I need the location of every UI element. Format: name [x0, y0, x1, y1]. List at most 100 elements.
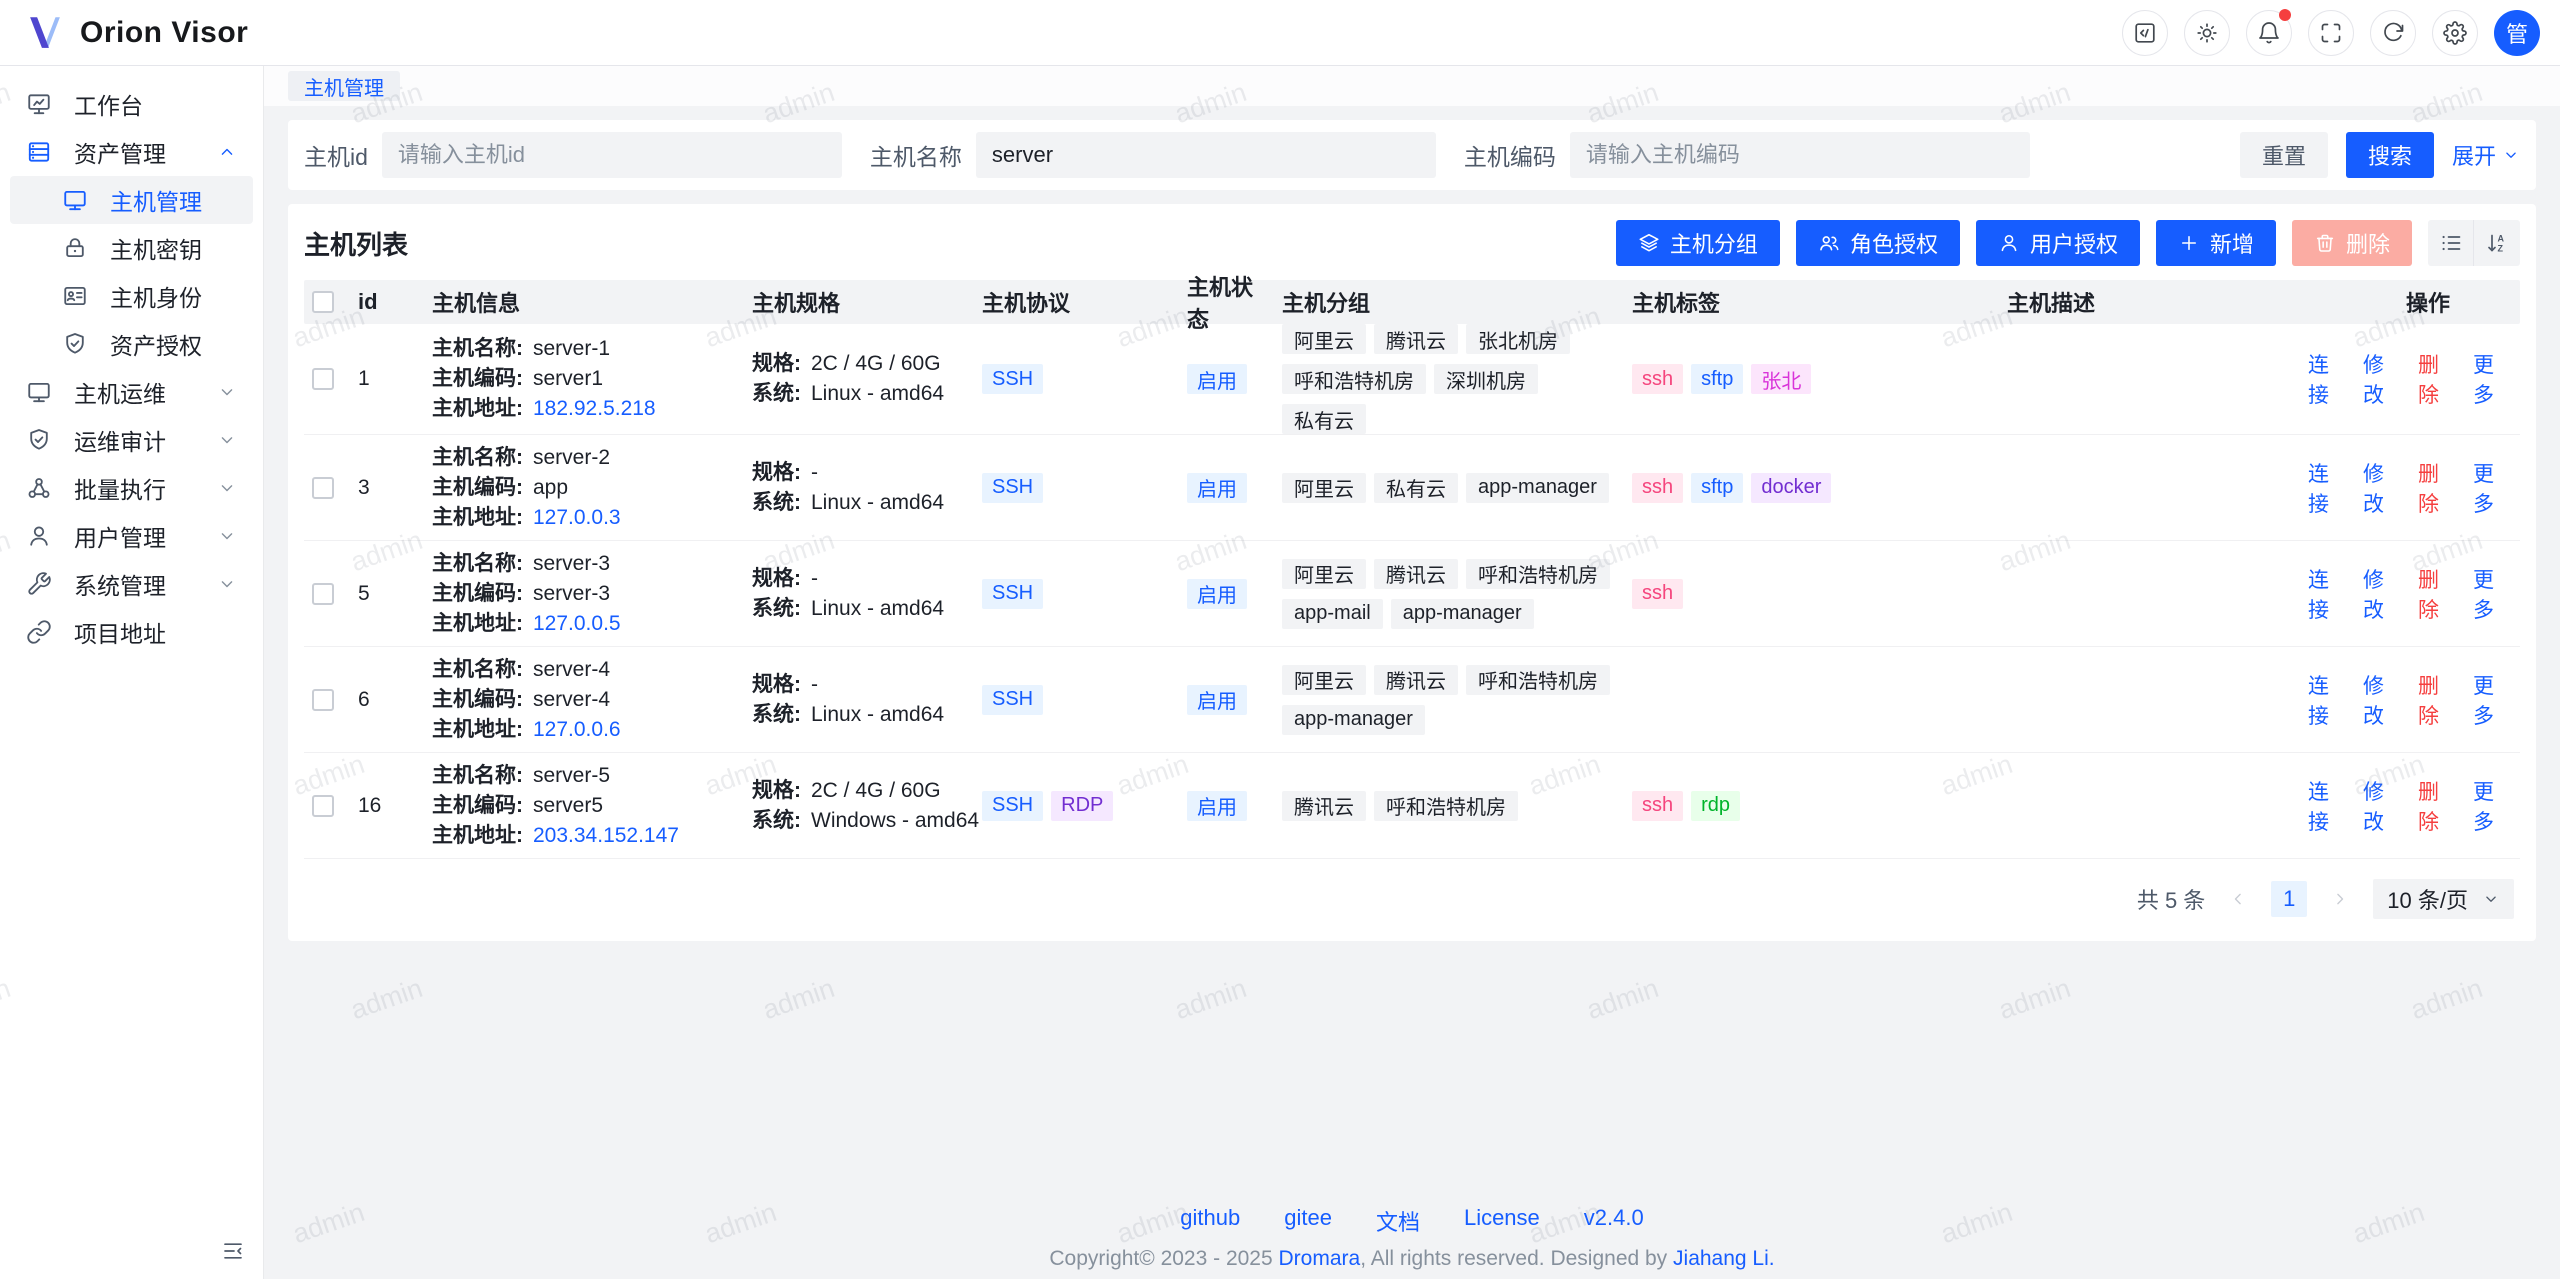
row-action-connect[interactable]: 连接	[2308, 462, 2329, 516]
search-input-host-code[interactable]	[1569, 132, 2030, 178]
tab-host-management[interactable]: 主机管理	[288, 71, 400, 101]
host-address-link[interactable]: 203.34.152.147	[533, 823, 679, 847]
sidebar-item-system-management[interactable]: 系统管理	[10, 560, 253, 608]
sidebar-item-host-identity[interactable]: 主机身份	[10, 272, 253, 320]
row-action-more[interactable]: 更多	[2473, 568, 2494, 622]
sidebar-item-host-ops[interactable]: 主机运维	[10, 368, 253, 416]
host-name: server-2	[533, 445, 611, 469]
settings-button[interactable]	[2432, 9, 2478, 56]
host-address-link[interactable]: 127.0.0.3	[533, 505, 621, 529]
sidebar-item-workbench[interactable]: 工作台	[10, 80, 253, 128]
row-action-connect[interactable]: 连接	[2308, 674, 2329, 728]
sidebar-item-asset-authorization[interactable]: 资产授权	[10, 320, 253, 368]
group-tag: app-manager	[1390, 598, 1534, 629]
row-action-delete[interactable]: 删除	[2418, 780, 2439, 834]
row-action-delete[interactable]: 删除	[2418, 462, 2439, 516]
reset-button[interactable]: 重置	[2239, 132, 2328, 178]
notifications-button[interactable]	[2246, 8, 2292, 56]
fullscreen-button[interactable]	[2308, 9, 2354, 56]
row-checkbox[interactable]	[312, 582, 334, 605]
group-tag: 腾讯云	[1282, 790, 1366, 821]
theme-toggle-button[interactable]	[2184, 9, 2230, 56]
sidebar-item-project-url[interactable]: 项目地址	[10, 608, 253, 656]
cell-tags: ssh sftp 张北	[1624, 364, 1999, 394]
sidebar-item-asset-management[interactable]: 资产管理	[10, 128, 253, 176]
cell-id: 5	[358, 581, 370, 605]
host-address-link[interactable]: 182.92.5.218	[533, 397, 656, 420]
cell-actions: 连接 修改 删除 更多	[2300, 776, 2520, 836]
dromara-link[interactable]: Dromara	[1278, 1247, 1361, 1270]
chevron-down-icon	[217, 382, 237, 402]
add-button[interactable]: 新增	[2155, 220, 2276, 266]
cell-tags: ssh sftp docker	[1624, 472, 1999, 503]
row-action-connect[interactable]: 连接	[2308, 354, 2329, 407]
row-checkbox[interactable]	[312, 368, 334, 390]
sidebar-item-host-keys[interactable]: 主机密钥	[10, 224, 253, 272]
author-link[interactable]: Jiahang Li.	[1673, 1247, 1775, 1270]
expand-toggle[interactable]: 展开	[2452, 139, 2520, 171]
row-checkbox[interactable]	[312, 476, 334, 499]
page-size-select[interactable]: 10 条/页	[2373, 879, 2514, 919]
pagination-next-button[interactable]	[2323, 882, 2357, 916]
list-icon	[2439, 231, 2463, 255]
sidebar-item-batch-execution[interactable]: 批量执行	[10, 464, 253, 512]
row-action-edit[interactable]: 修改	[2363, 780, 2384, 834]
search-input-host-name[interactable]	[975, 132, 1436, 178]
row-action-connect[interactable]: 连接	[2308, 780, 2329, 834]
row-checkbox[interactable]	[312, 688, 334, 711]
sidebar-collapse-button[interactable]	[217, 1235, 249, 1267]
row-checkbox[interactable]	[312, 794, 334, 817]
column-header-info: 主机信息	[432, 291, 521, 316]
row-action-more[interactable]: 更多	[2473, 354, 2494, 407]
select-all-checkbox[interactable]	[312, 291, 334, 313]
row-action-more[interactable]: 更多	[2473, 780, 2494, 834]
group-tag: 呼和浩特机房	[1466, 664, 1610, 695]
host-spec: -	[811, 460, 818, 484]
pagination-prev-button[interactable]	[2221, 882, 2255, 916]
host-group-button[interactable]: 主机分组	[1615, 220, 1780, 266]
role-authorization-button[interactable]: 角色授权	[1795, 220, 1960, 266]
sidebar-item-ops-audit[interactable]: 运维审计	[10, 416, 253, 464]
row-action-connect[interactable]: 连接	[2308, 568, 2329, 622]
footer-link-4[interactable]: v2.4.0	[1583, 1205, 1644, 1230]
footer-link-0[interactable]: github	[1180, 1205, 1241, 1230]
refresh-button[interactable]	[2370, 9, 2416, 56]
pagination-page-button[interactable]: 1	[2271, 881, 2308, 917]
row-action-edit[interactable]: 修改	[2363, 354, 2384, 407]
search-input-host-id[interactable]	[381, 132, 842, 178]
cell-protocols: SSH RDP	[974, 790, 1179, 821]
chevron-down-icon	[217, 430, 237, 450]
search-button[interactable]: 搜索	[2345, 132, 2434, 178]
delete-button[interactable]: 删除	[2291, 220, 2412, 266]
row-action-edit[interactable]: 修改	[2363, 568, 2384, 622]
footer-link-1[interactable]: gitee	[1284, 1205, 1332, 1230]
footer-link-3[interactable]: License	[1463, 1205, 1540, 1230]
sidebar-item-user-management[interactable]: 用户管理	[10, 512, 253, 560]
user-authorization-button[interactable]: 用户授权	[1975, 220, 2140, 266]
code-button[interactable]	[2122, 9, 2168, 56]
cell-protocols: SSH	[974, 684, 1179, 715]
footer-link-2[interactable]: 文档	[1375, 1210, 1420, 1235]
sidebar-item-label: 主机管理	[110, 189, 202, 215]
row-action-more[interactable]: 更多	[2473, 674, 2494, 728]
pagination: 共 5 条 1 10 条/页	[304, 859, 2520, 933]
cell-host-spec: 规格: 2C / 4G / 60G 系统: Windows - amd64	[744, 776, 979, 836]
row-action-edit[interactable]: 修改	[2363, 462, 2384, 516]
table-density-button[interactable]	[2428, 220, 2474, 266]
row-action-delete[interactable]: 删除	[2418, 674, 2439, 728]
column-header-protocol: 主机协议	[982, 291, 1071, 316]
host-address-link[interactable]: 127.0.0.6	[533, 717, 621, 741]
host-address-link[interactable]: 127.0.0.5	[533, 611, 621, 635]
status-badge: 启用	[1187, 364, 1247, 394]
row-action-delete[interactable]: 删除	[2418, 568, 2439, 622]
row-action-edit[interactable]: 修改	[2363, 674, 2384, 728]
id-card-icon	[62, 283, 88, 309]
sidebar-item-host-management[interactable]: 主机管理	[10, 176, 253, 224]
group-tag: 阿里云	[1282, 558, 1366, 589]
row-action-more[interactable]: 更多	[2473, 462, 2494, 516]
user-avatar[interactable]: 管	[2494, 9, 2540, 56]
row-action-delete[interactable]: 删除	[2418, 354, 2439, 407]
host-code: server-3	[533, 581, 611, 605]
